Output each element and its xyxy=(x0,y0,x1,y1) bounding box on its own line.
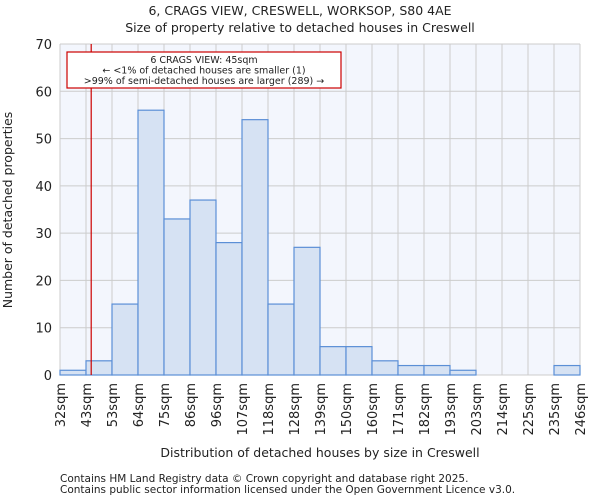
histogram-bar xyxy=(423,364,451,376)
histogram-bar xyxy=(267,303,295,376)
x-tick-label: 203sqm xyxy=(470,383,485,436)
histogram-bar xyxy=(189,199,217,376)
annotation-box xyxy=(66,51,342,89)
histogram-bar xyxy=(371,360,399,376)
chart-title: 6, CRAGS VIEW, CRESWELL, WORKSOP, S80 4A… xyxy=(148,3,451,18)
x-tick-label: 225sqm xyxy=(522,383,537,436)
histogram-bar xyxy=(449,369,477,376)
y-tick-label: 20 xyxy=(35,274,52,289)
histogram-bar xyxy=(111,303,139,376)
y-tick-label: 30 xyxy=(35,227,52,242)
x-axis-label: Distribution of detached houses by size … xyxy=(160,445,479,460)
x-tick-label: 182sqm xyxy=(418,383,433,436)
histogram-bar xyxy=(345,346,373,376)
x-tick-label: 43sqm xyxy=(80,383,95,427)
y-tick-label: 70 xyxy=(35,38,52,53)
y-tick-label: 0 xyxy=(44,369,52,384)
histogram-bar xyxy=(241,119,269,376)
x-tick-label: 246sqm xyxy=(574,383,589,436)
histogram-bar xyxy=(163,218,191,376)
x-tick-label: 128sqm xyxy=(288,383,303,436)
chart-subtitle: Size of property relative to detached ho… xyxy=(125,20,475,35)
y-tick-label: 60 xyxy=(35,85,52,100)
histogram-bar xyxy=(85,360,113,376)
x-tick-label: 96sqm xyxy=(210,383,225,427)
y-tick-label: 40 xyxy=(35,180,52,195)
y-axis-label: Number of detached properties xyxy=(0,112,15,309)
y-tick-label: 10 xyxy=(35,322,52,337)
annotation-text: 6 CRAGS VIEW: 45sqm xyxy=(150,55,257,66)
histogram-bar xyxy=(293,246,321,376)
y-tick-label: 50 xyxy=(35,133,52,148)
footer-line-1: Contains HM Land Registry data © Crown c… xyxy=(60,473,468,485)
x-tick-label: 150sqm xyxy=(340,383,355,436)
x-tick-label: 160sqm xyxy=(366,383,381,436)
x-tick-label: 139sqm xyxy=(314,383,329,436)
histogram-bar xyxy=(553,364,581,376)
histogram-bar xyxy=(397,364,425,376)
x-tick-label: 86sqm xyxy=(184,383,199,427)
histogram-bar xyxy=(59,369,87,376)
x-tick-label: 193sqm xyxy=(444,383,459,436)
annotation-text: >99% of semi-detached houses are larger … xyxy=(84,76,325,87)
histogram-bar xyxy=(215,242,243,376)
histogram-bar xyxy=(137,109,165,376)
annotation-text: ← <1% of detached houses are smaller (1) xyxy=(102,66,305,77)
x-tick-label: 107sqm xyxy=(236,383,251,436)
x-tick-label: 171sqm xyxy=(392,383,407,436)
x-tick-label: 118sqm xyxy=(262,383,277,436)
x-tick-label: 64sqm xyxy=(132,383,147,427)
histogram-bar xyxy=(319,346,347,376)
x-tick-label: 75sqm xyxy=(158,383,173,427)
x-tick-label: 32sqm xyxy=(54,383,69,427)
x-tick-label: 214sqm xyxy=(496,383,511,436)
x-tick-label: 53sqm xyxy=(106,383,121,427)
footer-line-2: Contains public sector information licen… xyxy=(60,484,515,496)
x-tick-label: 235sqm xyxy=(548,383,563,436)
